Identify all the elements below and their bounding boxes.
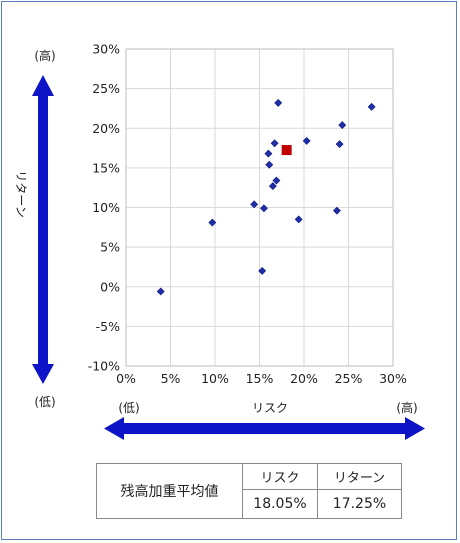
data-point: [367, 102, 376, 111]
data-point: [335, 140, 344, 149]
data-point: [156, 287, 165, 296]
y-tick-label: 0%: [100, 279, 120, 294]
table-value-risk: 18.05%: [242, 488, 318, 520]
data-point: [258, 266, 267, 275]
x-low-label: (低): [118, 401, 139, 415]
data-point: [272, 176, 281, 185]
x-tick-label: 10%: [201, 371, 229, 386]
data-point: [260, 204, 268, 213]
gridlines: [125, 48, 394, 367]
y-tick-label: 15%: [92, 160, 120, 175]
return-axis-arrow: [32, 75, 54, 384]
data-point: [270, 139, 279, 148]
y-tick-label: 20%: [92, 121, 120, 136]
y-low-label: (低): [34, 395, 55, 409]
data-point: [250, 200, 259, 209]
data-point: [274, 98, 283, 107]
risk-axis-arrow: [104, 417, 425, 440]
data-point: [264, 149, 273, 158]
table-value-return: 17.25%: [317, 488, 402, 520]
data-point: [265, 160, 274, 169]
y-tick-label: 25%: [92, 81, 120, 96]
y-axis-title: リターン: [14, 170, 28, 217]
y-tick-label: 5%: [100, 240, 120, 255]
x-tick-label: 20%: [290, 371, 318, 386]
data-point: [294, 215, 303, 224]
plot-area-border: [125, 48, 394, 367]
data-point: [208, 218, 217, 227]
data-point: [338, 121, 347, 130]
y-tick-labels: 30% 25% 20% 15% 10% 5% 0% -5% -10%: [88, 42, 120, 374]
data-points: [156, 98, 376, 296]
data-point: [268, 182, 277, 191]
summary-table: 残高加重平均値 リスク リターン 18.05% 17.25%: [96, 463, 402, 520]
table-row-label: 残高加重平均値: [96, 463, 243, 519]
data-point: [333, 206, 341, 215]
x-axis-title: リスク: [252, 401, 288, 415]
y-high-label: (高): [34, 48, 55, 63]
x-tick-label: 0%: [116, 371, 136, 386]
y-tick-label: 10%: [92, 200, 120, 215]
table-header-return: リターン: [317, 463, 402, 490]
weighted-average-point: [281, 145, 292, 156]
x-tick-label: 25%: [335, 371, 363, 386]
data-point: [302, 137, 311, 145]
table-header-risk: リスク: [242, 463, 318, 490]
x-high-label: (高): [396, 400, 417, 415]
y-tick-label: -10%: [88, 359, 120, 374]
y-tick-label: 30%: [92, 42, 120, 57]
x-tick-label: 5%: [161, 371, 181, 386]
y-tick-label: -5%: [96, 319, 120, 334]
x-tick-labels: 0% 5% 10% 15% 20% 25% 30%: [116, 371, 407, 386]
x-tick-label: 30%: [379, 371, 407, 386]
x-tick-label: 15%: [246, 371, 274, 386]
